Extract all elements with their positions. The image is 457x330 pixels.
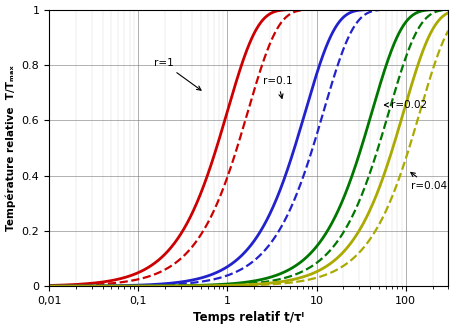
Text: r=0.1: r=0.1 <box>263 76 292 98</box>
Text: r=0.02: r=0.02 <box>384 100 427 110</box>
Text: r=1: r=1 <box>154 58 201 90</box>
X-axis label: Temps relatif t/τᴵ: Temps relatif t/τᴵ <box>193 312 304 324</box>
Text: r=0.04: r=0.04 <box>411 172 447 191</box>
Y-axis label: Température relative  T/Tₘₐₓ: Température relative T/Tₘₐₓ <box>5 65 16 231</box>
